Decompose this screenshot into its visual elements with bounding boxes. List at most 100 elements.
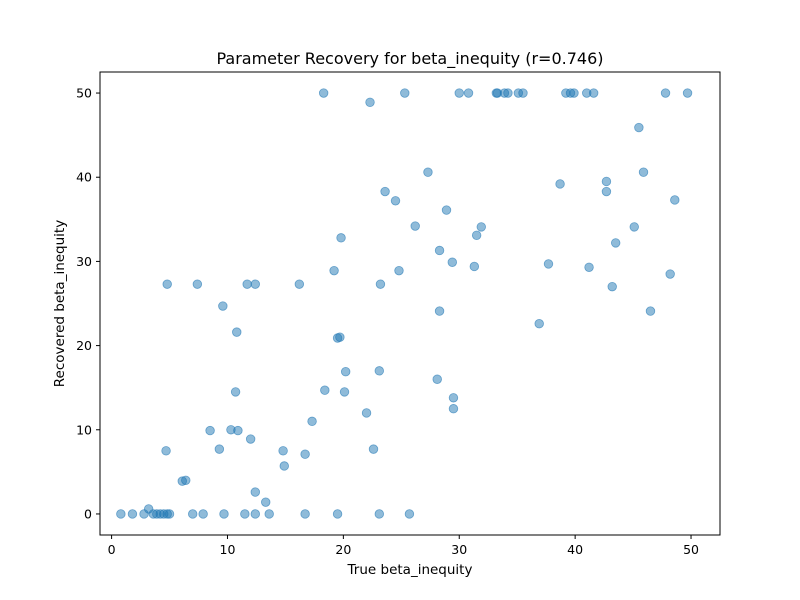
data-point-44	[232, 327, 242, 337]
data-point-80	[638, 167, 649, 177]
data-point-26	[233, 425, 243, 436]
data-point-28	[250, 487, 260, 497]
data-point-97	[588, 88, 599, 98]
data-point-68	[611, 238, 621, 248]
data-point-64	[534, 319, 544, 329]
x-tick-label-0: 0	[108, 542, 116, 557]
data-point-70	[645, 306, 656, 316]
data-point-33	[307, 416, 317, 427]
data-point-34	[320, 385, 330, 395]
x-tick-label-4: 40	[567, 542, 583, 557]
data-point-62	[471, 230, 482, 241]
data-point-42	[448, 404, 459, 414]
data-point-31	[279, 461, 289, 471]
x-tick-label-5: 50	[683, 542, 699, 557]
data-point-92	[518, 88, 528, 98]
data-point-23	[205, 425, 215, 436]
data-point-50	[294, 279, 305, 289]
data-point-60	[447, 257, 458, 267]
plot-frame	[99, 71, 721, 536]
data-point-55	[375, 279, 386, 289]
data-point-59	[441, 205, 452, 215]
y-axis-ticks: 0 10 20 30 40 50	[76, 86, 100, 521]
data-point-81	[634, 122, 644, 133]
data-point-98	[660, 88, 671, 98]
data-point-11	[198, 509, 208, 519]
data-point-73	[380, 186, 390, 197]
y-tick-label-3: 30	[76, 254, 92, 269]
y-tick-label-0: 0	[84, 506, 92, 521]
y-tick-label-4: 40	[76, 170, 92, 185]
data-point-35	[339, 387, 350, 397]
data-point-46	[162, 279, 172, 289]
data-point-76	[423, 167, 433, 177]
data-point-83	[318, 88, 329, 98]
data-point-38	[368, 444, 379, 454]
data-point-74	[390, 196, 401, 206]
data-point-41	[448, 393, 459, 403]
data-point-53	[335, 332, 345, 342]
data-point-18	[374, 509, 384, 519]
data-point-78	[601, 176, 612, 187]
x-tick-label-3: 30	[451, 542, 467, 557]
data-point-1	[127, 509, 138, 519]
data-point-30	[278, 446, 288, 456]
data-point-72	[670, 195, 680, 205]
data-point-10	[188, 509, 198, 519]
data-point-69	[629, 222, 639, 232]
data-point-36	[340, 366, 351, 377]
data-point-37	[361, 408, 372, 418]
data-point-27	[245, 434, 256, 444]
data-point-24	[214, 444, 225, 454]
data-point-67	[607, 281, 617, 292]
chart-title: Parameter Recovery for beta_inequity (r=…	[216, 49, 603, 69]
data-point-9	[164, 509, 175, 519]
data-point-57	[434, 306, 445, 316]
data-point-19	[404, 509, 415, 519]
data-point-99	[682, 88, 693, 98]
y-tick-label-5: 50	[76, 86, 92, 101]
data-point-65	[543, 259, 554, 269]
data-point-56	[394, 265, 404, 276]
data-point-13	[240, 509, 250, 519]
data-point-61	[469, 261, 480, 272]
data-point-90	[503, 88, 513, 98]
data-point-0	[116, 509, 126, 519]
data-point-86	[463, 88, 474, 98]
data-point-39	[374, 366, 384, 376]
data-point-17	[332, 509, 343, 519]
data-point-54	[336, 233, 346, 243]
x-axis-label: True beta_inequity	[347, 562, 473, 578]
y-tick-label-2: 20	[76, 338, 92, 353]
data-point-40	[432, 374, 442, 384]
data-point-84	[400, 88, 410, 98]
data-point-21	[181, 475, 191, 485]
data-point-15	[264, 509, 274, 519]
x-axis-ticks: 0 10 20 30 40 50	[108, 535, 699, 557]
data-point-79	[601, 186, 612, 197]
data-point-14	[250, 509, 260, 519]
y-axis-label: Recovered beta_inequity	[52, 220, 68, 387]
data-point-82	[365, 97, 375, 108]
data-point-49	[250, 279, 260, 289]
data-point-95	[569, 88, 579, 98]
data-point-43	[230, 387, 241, 397]
data-point-58	[434, 245, 445, 256]
data-point-16	[300, 509, 310, 519]
points-layer	[116, 88, 693, 519]
x-tick-label-2: 20	[335, 542, 351, 557]
data-point-51	[329, 265, 339, 276]
data-point-47	[192, 279, 203, 289]
data-point-77	[555, 179, 565, 189]
data-point-75	[410, 221, 420, 231]
data-point-12	[219, 509, 229, 519]
data-point-32	[300, 449, 310, 459]
y-tick-label-1: 10	[76, 422, 92, 437]
x-tick-label-1: 10	[220, 542, 236, 557]
data-point-66	[584, 262, 594, 273]
data-point-48	[242, 279, 252, 289]
data-point-22	[161, 446, 171, 456]
data-point-63	[476, 222, 486, 232]
data-point-85	[454, 88, 464, 98]
